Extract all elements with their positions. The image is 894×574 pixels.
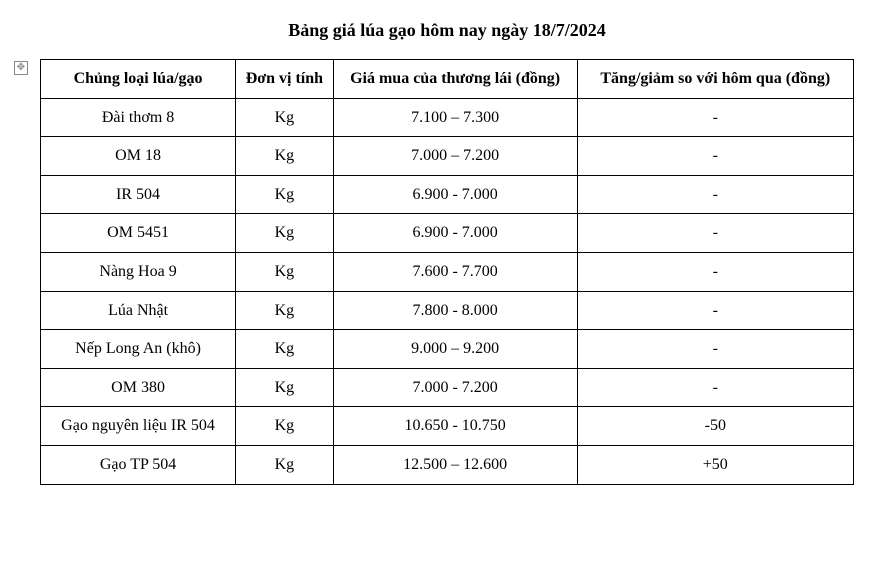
cell-change: - — [577, 330, 853, 369]
cell-type: Lúa Nhật — [41, 291, 236, 330]
cell-price: 6.900 - 7.000 — [333, 175, 577, 214]
cell-type: OM 18 — [41, 137, 236, 176]
col-header-type: Chủng loại lúa/gạo — [41, 60, 236, 99]
table-row: Nàng Hoa 9 Kg 7.600 - 7.700 - — [41, 252, 854, 291]
cell-price: 9.000 – 9.200 — [333, 330, 577, 369]
cell-change: - — [577, 252, 853, 291]
page-title: Bảng giá lúa gạo hôm nay ngày 18/7/2024 — [40, 20, 854, 41]
cell-change: -50 — [577, 407, 853, 446]
cell-unit: Kg — [236, 175, 334, 214]
cell-unit: Kg — [236, 98, 334, 137]
price-table: Chủng loại lúa/gạo Đơn vị tính Giá mua c… — [40, 59, 854, 485]
table-row: OM 18 Kg 7.000 – 7.200 - — [41, 137, 854, 176]
cell-unit: Kg — [236, 445, 334, 484]
cell-change: +50 — [577, 445, 853, 484]
cell-type: OM 380 — [41, 368, 236, 407]
table-row: Lúa Nhật Kg 7.800 - 8.000 - — [41, 291, 854, 330]
cell-unit: Kg — [236, 407, 334, 446]
cell-change: - — [577, 291, 853, 330]
table-anchor-icon: ✥ — [14, 61, 28, 75]
cell-unit: Kg — [236, 214, 334, 253]
cell-type: Gạo TP 504 — [41, 445, 236, 484]
cell-price: 6.900 - 7.000 — [333, 214, 577, 253]
col-header-change: Tăng/giảm so với hôm qua (đồng) — [577, 60, 853, 99]
table-body: Đài thơm 8 Kg 7.100 – 7.300 - OM 18 Kg 7… — [41, 98, 854, 484]
cell-type: Nàng Hoa 9 — [41, 252, 236, 291]
table-row: Nếp Long An (khô) Kg 9.000 – 9.200 - — [41, 330, 854, 369]
table-row: Gạo TP 504 Kg 12.500 – 12.600 +50 — [41, 445, 854, 484]
cell-price: 10.650 - 10.750 — [333, 407, 577, 446]
cell-unit: Kg — [236, 368, 334, 407]
cell-type: Nếp Long An (khô) — [41, 330, 236, 369]
cell-change: - — [577, 175, 853, 214]
col-header-unit: Đơn vị tính — [236, 60, 334, 99]
cell-change: - — [577, 98, 853, 137]
cell-unit: Kg — [236, 137, 334, 176]
cell-price: 7.600 - 7.700 — [333, 252, 577, 291]
cell-price: 12.500 – 12.600 — [333, 445, 577, 484]
table-row: OM 5451 Kg 6.900 - 7.000 - — [41, 214, 854, 253]
table-row: Gạo nguyên liệu IR 504 Kg 10.650 - 10.75… — [41, 407, 854, 446]
cell-change: - — [577, 214, 853, 253]
cell-type: Đài thơm 8 — [41, 98, 236, 137]
cell-type: OM 5451 — [41, 214, 236, 253]
table-row: IR 504 Kg 6.900 - 7.000 - — [41, 175, 854, 214]
cell-price: 7.000 - 7.200 — [333, 368, 577, 407]
col-header-price: Giá mua của thương lái (đồng) — [333, 60, 577, 99]
cell-type: Gạo nguyên liệu IR 504 — [41, 407, 236, 446]
cell-unit: Kg — [236, 291, 334, 330]
table-row: OM 380 Kg 7.000 - 7.200 - — [41, 368, 854, 407]
table-wrapper: ✥ Chủng loại lúa/gạo Đơn vị tính Giá mua… — [40, 59, 854, 485]
cell-change: - — [577, 137, 853, 176]
cell-unit: Kg — [236, 252, 334, 291]
cell-price: 7.800 - 8.000 — [333, 291, 577, 330]
cell-type: IR 504 — [41, 175, 236, 214]
table-row: Đài thơm 8 Kg 7.100 – 7.300 - — [41, 98, 854, 137]
cell-unit: Kg — [236, 330, 334, 369]
cell-change: - — [577, 368, 853, 407]
table-header-row: Chủng loại lúa/gạo Đơn vị tính Giá mua c… — [41, 60, 854, 99]
cell-price: 7.100 – 7.300 — [333, 98, 577, 137]
cell-price: 7.000 – 7.200 — [333, 137, 577, 176]
